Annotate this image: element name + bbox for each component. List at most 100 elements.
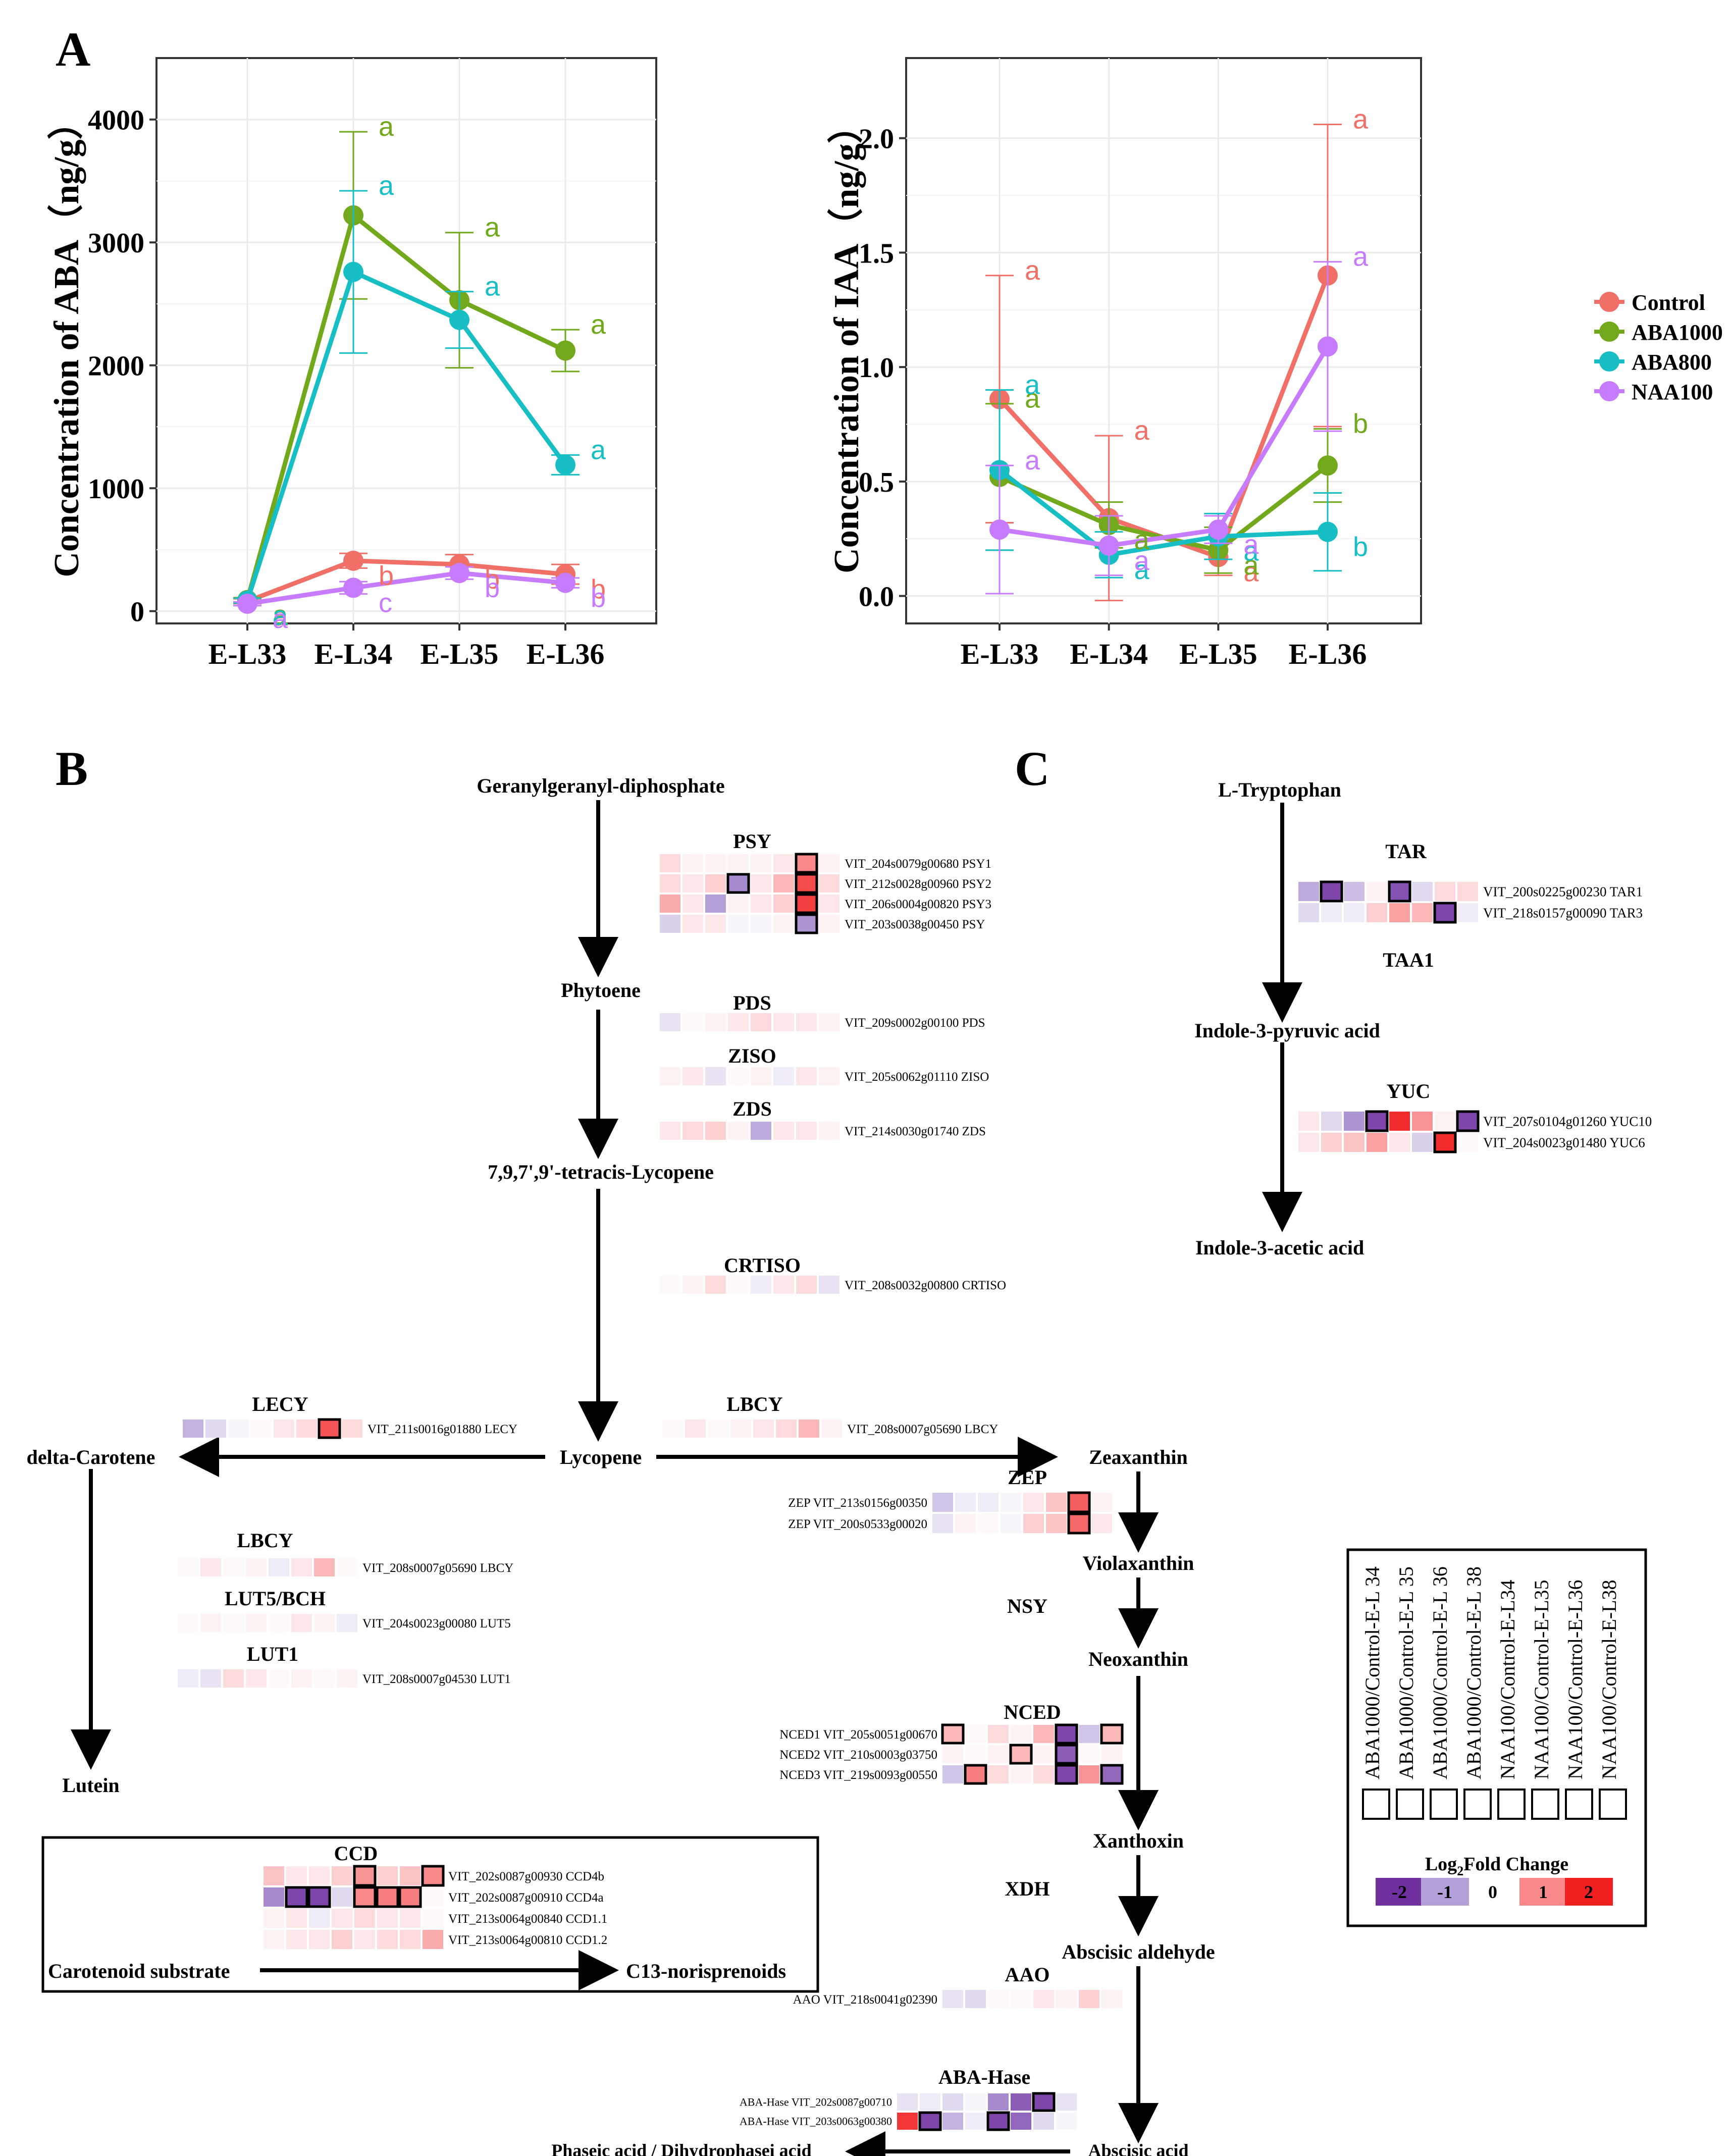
heatmap-cell	[751, 895, 771, 913]
heatmap-row-label: NCED1 VIT_205s0051g00670	[779, 1728, 937, 1742]
heatmap-cell	[1056, 1765, 1077, 1783]
heatmap-cell	[796, 1013, 817, 1031]
heatmap-ccd: VIT_202s0087g00930 CCD4b VIT_202s0087g009…	[264, 1865, 607, 1949]
iaa-sig-letter: a	[1134, 555, 1150, 585]
legend-title-sub: 2	[1457, 1864, 1463, 1878]
heatmap-yuc: VIT_207s0104g01260 YUC10 VIT_204s0023g014…	[1298, 1110, 1652, 1153]
heatmap-cell	[377, 1887, 398, 1907]
iaa-sig-letter: a	[1243, 530, 1259, 560]
heatmap-row-label: NCED2 VIT_210s0003g03750	[779, 1748, 937, 1762]
heatmap-cell	[400, 1866, 421, 1885]
heatmap-cell-outline	[1100, 1723, 1124, 1745]
heatmap-cell	[955, 1514, 976, 1533]
heatmap-cell	[978, 1493, 999, 1512]
legend-scale-label: 1	[1539, 1882, 1548, 1902]
heatmap-cell	[1412, 903, 1433, 922]
heatmap-cell	[286, 1930, 307, 1949]
heatmap-cell	[264, 1866, 284, 1885]
heatmap-cell	[751, 1013, 771, 1031]
legend-column-label: NAA100/Control-E-L36	[1564, 1580, 1587, 1779]
iaa-y-tick-label: 0.0	[859, 582, 894, 613]
heatmap-row-label: VIT_204s0079g00680 PSY1	[845, 857, 991, 871]
heatmap-cell	[773, 1013, 794, 1031]
heatmap-cell	[1033, 1745, 1054, 1763]
heatmap-row-label: VIT_203s0038g00450 PSY	[845, 918, 985, 931]
enzyme-lecy: LECY	[252, 1393, 308, 1415]
aba-line-ABA800	[245, 269, 567, 602]
aba-line-NAA100	[247, 570, 566, 606]
heatmap-cell	[354, 1866, 375, 1885]
iaa-line-ABA800	[998, 468, 1328, 557]
legend-label-ABA800: ABA800	[1632, 350, 1712, 375]
heatmap-cell	[1457, 1133, 1478, 1152]
enzyme-aba-hase: ABA-Hase	[938, 2066, 1030, 2088]
enzyme-aao: AAO	[1005, 1963, 1050, 1986]
aba-point-NAA100	[237, 594, 257, 614]
enzyme-taa1: TAA1	[1383, 949, 1434, 971]
aba-line-ABA1000	[245, 211, 566, 601]
heatmap-cell	[296, 1419, 317, 1438]
heatmap-cell-outline	[795, 873, 818, 894]
iaa-sig-letter: a	[1243, 557, 1259, 588]
heatmap-cell	[1056, 1725, 1077, 1743]
aba-sig-letter: b	[591, 583, 606, 613]
heatmap-crtiso: VIT_208s0032g00800 CRTISO	[660, 1276, 1006, 1294]
compound-phaseic-acid: Phaseic acid / Dihydrophasei acid	[551, 2140, 811, 2156]
legend-column-label: ABA1000/Control-E-L 34	[1361, 1566, 1384, 1779]
aba-point-ABA800	[449, 309, 469, 330]
heatmap-cell	[1412, 1133, 1433, 1152]
iaa-point-ABA1000	[1318, 455, 1338, 476]
legend-column-box	[1599, 1789, 1627, 1820]
iaa-x-tick-label: E-L36	[1289, 638, 1367, 670]
heatmap-cell-outline	[353, 1865, 377, 1887]
heatmap-psy: VIT_204s0079g00680 PSY1 VIT_212s0028g0096…	[660, 853, 991, 934]
heatmap-cell	[246, 1669, 267, 1688]
aba-y-tick-label: 2000	[88, 351, 144, 382]
legend-title-rest: Fold Change	[1463, 1854, 1568, 1875]
iaa-sig-letter: a	[1025, 255, 1040, 286]
heatmap-cell	[796, 1067, 817, 1085]
heatmap-cell-outline	[1032, 2092, 1056, 2112]
heatmap-cell	[819, 854, 839, 872]
heatmap-cell	[965, 1765, 986, 1783]
aba-sig-letter: b	[591, 574, 606, 605]
legend-column-box	[1396, 1789, 1424, 1820]
heatmap-cell	[1056, 1745, 1077, 1763]
legend-column-label: ABA1000/Control-E-L 38	[1462, 1566, 1485, 1779]
heatmap-cell	[751, 854, 771, 872]
heatmap-cell	[377, 1866, 398, 1885]
heatmap-cell	[753, 1419, 774, 1438]
iaa-point-NAA100	[1208, 519, 1229, 540]
heatmap-cell	[942, 2093, 963, 2111]
heatmap-cell-outline	[726, 873, 750, 894]
heatmap-cell	[1046, 1493, 1067, 1512]
heatmap-row-label: VIT_208s0032g00800 CRTISO	[845, 1279, 1006, 1292]
panel-label-b: B	[56, 742, 88, 796]
heatmap-cell	[400, 1887, 421, 1907]
heatmap-lbcy_top: VIT_208s0007g05690 LBCY	[662, 1419, 998, 1438]
heatmap-abahase: ABA-Hase VIT_202s0087g00710 ABA-Hase VIT_…	[740, 2092, 1077, 2131]
heatmap-cell	[269, 1558, 289, 1576]
compound-xanthoxin: Xanthoxin	[1093, 1829, 1184, 1852]
series-legend: Control ABA1000 ABA800 NAA100	[1594, 290, 1723, 404]
heatmap-cell	[819, 1122, 839, 1140]
heatmap-row-label: VIT_206s0004g00820 PSY3	[845, 898, 991, 911]
iaa-sig-letter: b	[1353, 409, 1368, 439]
heatmap-cell	[1321, 1112, 1342, 1131]
heatmap-cell	[1101, 1745, 1122, 1763]
heatmap-cell	[1412, 1112, 1433, 1131]
heatmap-cell	[1321, 903, 1342, 922]
heatmap-cell	[1435, 903, 1455, 922]
heatmap-cell	[796, 874, 817, 892]
aba-sig-letter: a	[273, 601, 288, 632]
heatmap-cell	[183, 1419, 203, 1438]
legend-scale-label: 2	[1584, 1882, 1593, 1902]
heatmap-cell	[660, 874, 680, 892]
heatmap-cell	[1091, 1493, 1112, 1512]
aba-sig-letter: a	[485, 272, 500, 302]
heatmap-cell	[200, 1614, 221, 1632]
legend-column-box	[1463, 1789, 1492, 1820]
heatmap-cell	[751, 1067, 771, 1085]
heatmap-cell	[705, 1067, 726, 1085]
